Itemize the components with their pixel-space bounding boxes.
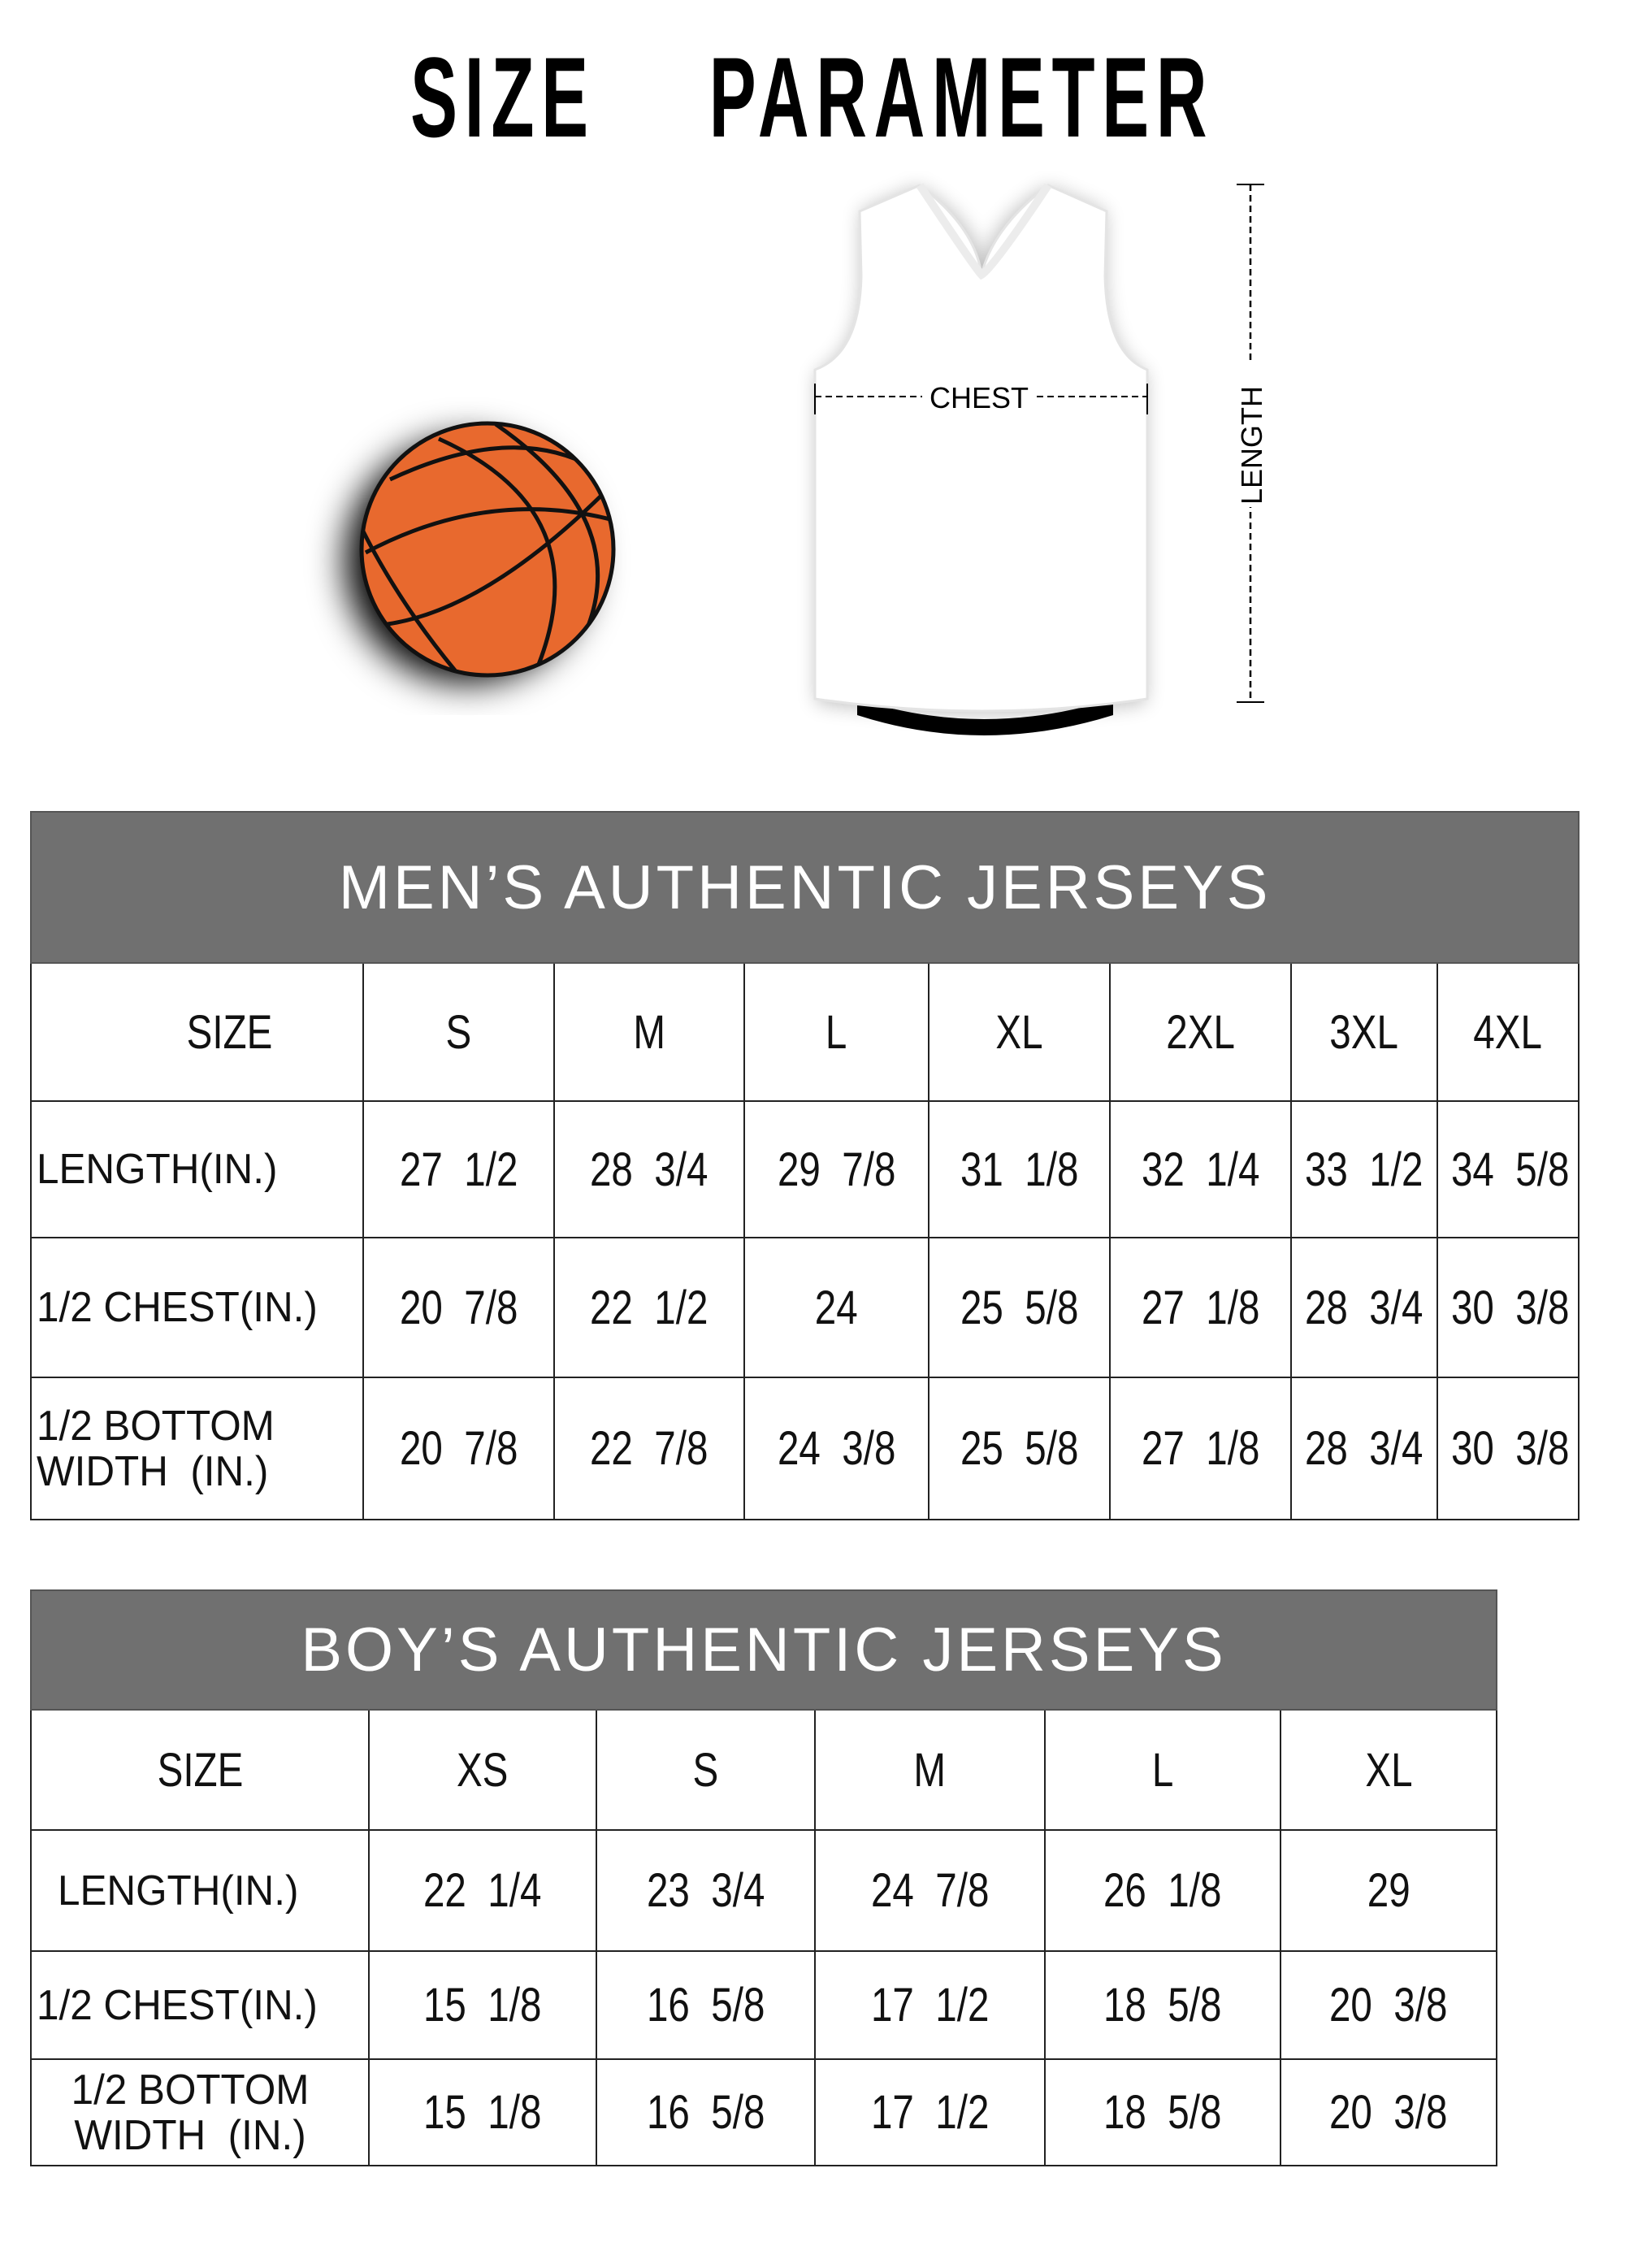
value-cell: 17 1/2	[814, 1950, 1046, 2060]
value-cell: 25 5/8	[928, 1237, 1111, 1378]
table-row: SIZE S M L XL 2XL 3XL 4XL	[30, 962, 1580, 1102]
size-cell: 3XL	[1290, 962, 1438, 1102]
value-cell: 16 5/8	[596, 2058, 816, 2166]
value-cell: 25 5/8	[928, 1377, 1111, 1520]
value-cell: 20 7/8	[362, 1377, 555, 1520]
value-cell: 28 3/4	[1290, 1377, 1438, 1520]
value-cell: 16 5/8	[596, 1950, 816, 2060]
mens-table-title: MEN’S AUTHENTIC JERSEYS	[29, 811, 1580, 964]
row-label: LENGTH(IN.)	[30, 1829, 370, 1952]
boys-table-title: BOY’S AUTHENTIC JERSEYS	[29, 1589, 1498, 1711]
size-header: SIZE	[30, 1709, 370, 1831]
size-cell: XL	[1279, 1709, 1498, 1831]
value-cell: 27 1/8	[1109, 1237, 1292, 1378]
value-cell: 17 1/2	[814, 2058, 1046, 2166]
size-cell: M	[553, 962, 745, 1102]
size-cell: M	[814, 1709, 1046, 1831]
value-cell: 22 7/8	[553, 1377, 745, 1520]
chest-label: CHEST	[930, 381, 1029, 414]
table-row: 1/2 CHEST(IN.) 15 1/8 16 5/8 17 1/2 18 5…	[30, 1950, 1498, 2060]
size-header: SIZE	[30, 962, 364, 1102]
value-cell: 20 3/8	[1279, 1950, 1498, 2060]
size-cell: 2XL	[1109, 962, 1292, 1102]
size-cell: L	[743, 962, 930, 1102]
jersey-diagram: CHEST LENGTH	[813, 183, 1272, 735]
value-cell: 15 1/8	[368, 2058, 597, 2166]
table-row: SIZE XS S M L XL	[30, 1709, 1498, 1831]
value-cell: 27 1/2	[362, 1100, 555, 1238]
value-cell: 30 3/8	[1436, 1377, 1580, 1520]
boys-size-table: BOY’S AUTHENTIC JERSEYS SIZE XS S M L XL…	[29, 1589, 1498, 2166]
value-cell: 24	[743, 1237, 930, 1378]
value-cell: 22 1/4	[368, 1829, 597, 1952]
value-cell: 18 5/8	[1044, 2058, 1281, 2166]
value-cell: 32 1/4	[1109, 1100, 1292, 1238]
table-row: 1/2 BOTTOM WIDTH (IN.) 20 7/8 22 7/8 24 …	[30, 1377, 1580, 1520]
value-cell: 23 3/4	[596, 1829, 816, 1952]
length-label: LENGTH	[1235, 386, 1268, 505]
value-cell: 20 7/8	[362, 1237, 555, 1378]
row-label: LENGTH(IN.)	[30, 1100, 364, 1238]
value-cell: 30 3/8	[1436, 1237, 1580, 1378]
row-label: 1/2 BOTTOM WIDTH (IN.)	[30, 1377, 364, 1520]
table-row: LENGTH(IN.) 22 1/4 23 3/4 24 7/8 26 1/8 …	[30, 1829, 1498, 1952]
value-cell: 20 3/8	[1279, 2058, 1498, 2166]
value-cell: 28 3/4	[553, 1100, 745, 1238]
table-row: LENGTH(IN.) 27 1/2 28 3/4 29 7/8 31 1/8 …	[30, 1100, 1580, 1238]
value-cell: 34 5/8	[1436, 1100, 1580, 1238]
value-cell: 22 1/2	[553, 1237, 745, 1378]
value-cell: 31 1/8	[928, 1100, 1111, 1238]
size-cell: XL	[928, 962, 1111, 1102]
table-row: 1/2 CHEST(IN.) 20 7/8 22 1/2 24 25 5/8 2…	[30, 1237, 1580, 1378]
row-label: 1/2 BOTTOM WIDTH (IN.)	[30, 2058, 370, 2166]
page-title: SIZE PARAMETER	[410, 33, 1215, 161]
row-label: 1/2 CHEST(IN.)	[30, 1237, 364, 1378]
table-row: 1/2 BOTTOM WIDTH (IN.) 15 1/8 16 5/8 17 …	[30, 2058, 1498, 2166]
value-cell: 33 1/2	[1290, 1100, 1438, 1238]
value-cell: 28 3/4	[1290, 1237, 1438, 1378]
value-cell: 18 5/8	[1044, 1950, 1281, 2060]
value-cell: 26 1/8	[1044, 1829, 1281, 1952]
value-cell: 29 7/8	[743, 1100, 930, 1238]
size-cell: 4XL	[1436, 962, 1580, 1102]
value-cell: 27 1/8	[1109, 1377, 1292, 1520]
size-cell: S	[596, 1709, 816, 1831]
size-cell: XS	[368, 1709, 597, 1831]
value-cell: 29	[1279, 1829, 1498, 1952]
row-label: 1/2 CHEST(IN.)	[30, 1950, 370, 2060]
basketball-icon	[345, 421, 616, 683]
size-cell: S	[362, 962, 555, 1102]
value-cell: 24 3/8	[743, 1377, 930, 1520]
value-cell: 24 7/8	[814, 1829, 1046, 1952]
value-cell: 15 1/8	[368, 1950, 597, 2060]
size-cell: L	[1044, 1709, 1281, 1831]
mens-size-table: MEN’S AUTHENTIC JERSEYS SIZE S M L XL 2X…	[29, 811, 1580, 1520]
